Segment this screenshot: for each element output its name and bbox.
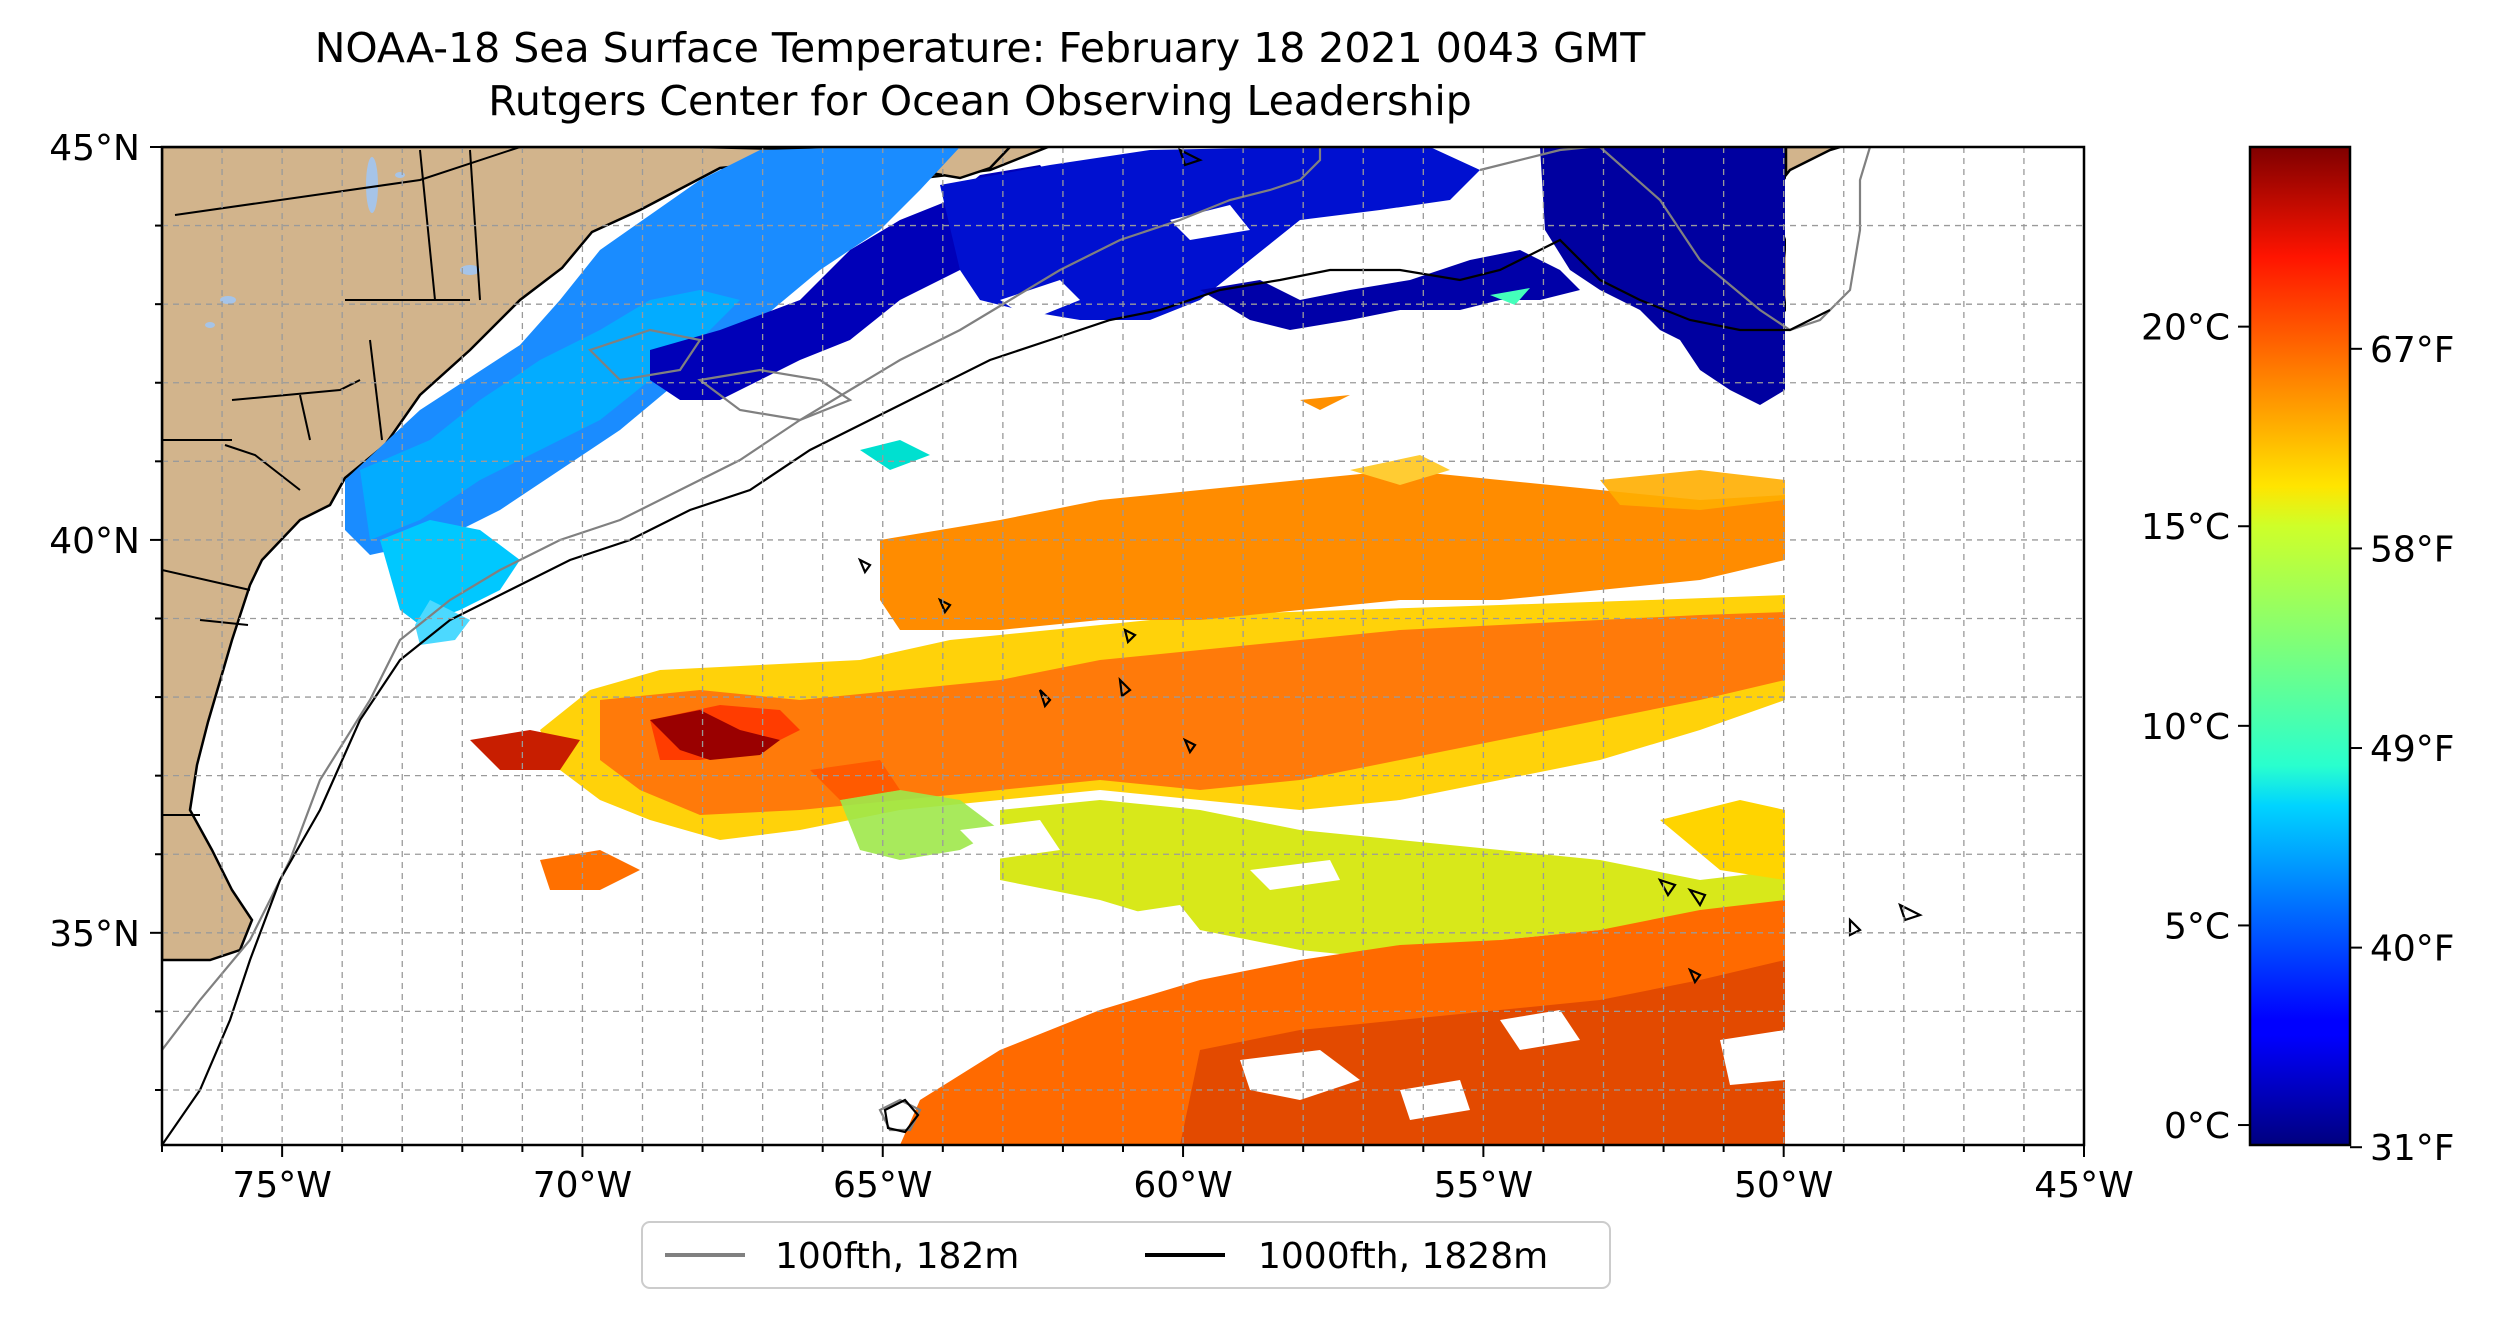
- map-title: NOAA-18 Sea Surface Temperature: Februar…: [160, 22, 1800, 128]
- colorbar-celsius-label: 0°C: [2164, 1106, 2230, 1147]
- legend-label-1000fth: 1000fth, 1828m: [1258, 1236, 1548, 1277]
- sst-cold-shelf: [345, 147, 1785, 645]
- isobath-1000fth: [162, 147, 1923, 1145]
- map-axis-ticks: 75°W 70°W 65°W 60°W 55°W 50°W 45°W 35°N 40°N 45°N: [49, 128, 2133, 1206]
- land-newfoundland-east: [1784, 147, 1841, 179]
- legend-box: [641, 1221, 1611, 1289]
- legend-label-100fth: 100fth, 182m: [775, 1236, 1019, 1277]
- sst-warm-offshore: [470, 395, 1785, 1145]
- colorbar-celsius-label: 15°C: [2141, 507, 2230, 548]
- colorbar-fahrenheit-label: 49°F: [2370, 729, 2455, 770]
- lat-tick-label: 40°N: [49, 521, 140, 562]
- graticule: [162, 147, 2084, 1145]
- colorbar-celsius-label: 5°C: [2164, 906, 2230, 947]
- lon-tick-label: 75°W: [232, 1165, 331, 1206]
- lon-tick-label: 45°W: [2034, 1165, 2133, 1206]
- title-line-2: Rutgers Center for Ocean Observing Leade…: [488, 77, 1472, 125]
- lon-tick-label: 50°W: [1734, 1165, 1833, 1206]
- colorbar-celsius-label: 20°C: [2141, 308, 2230, 349]
- colorbar-celsius-label: 10°C: [2141, 707, 2230, 748]
- no-data-east: [1786, 147, 2084, 1145]
- lon-tick-label: 55°W: [1434, 1165, 1533, 1206]
- isobath-legend: 100fth, 182m 1000fth, 1828m: [641, 1221, 1611, 1289]
- lat-tick-label: 35°N: [49, 914, 140, 955]
- colorbar-fahrenheit-label: 67°F: [2370, 330, 2455, 371]
- colorbar-ticks: 0°C 5°C 10°C 15°C 20°C 31°F 40°F 49°F 58°F 67°F: [2141, 308, 2454, 1170]
- colorbar-gradient: [2248, 145, 2352, 1147]
- colorbar: 0°C 5°C 10°C 15°C 20°C 31°F 40°F 49°F 58°F 67°F: [2141, 145, 2455, 1170]
- lon-tick-label: 60°W: [1133, 1165, 1232, 1206]
- lon-tick-label: 70°W: [533, 1165, 632, 1206]
- lakes: [205, 157, 480, 328]
- lon-tick-label: 65°W: [833, 1165, 932, 1206]
- state-borders: [162, 147, 521, 816]
- colorbar-fahrenheit-label: 58°F: [2370, 529, 2455, 570]
- lat-tick-label: 45°N: [49, 128, 140, 169]
- colorbar-fahrenheit-label: 31°F: [2370, 1128, 2455, 1169]
- colorbar-fahrenheit-label: 40°F: [2370, 929, 2455, 970]
- title-line-1: NOAA-18 Sea Surface Temperature: Februar…: [314, 24, 1646, 72]
